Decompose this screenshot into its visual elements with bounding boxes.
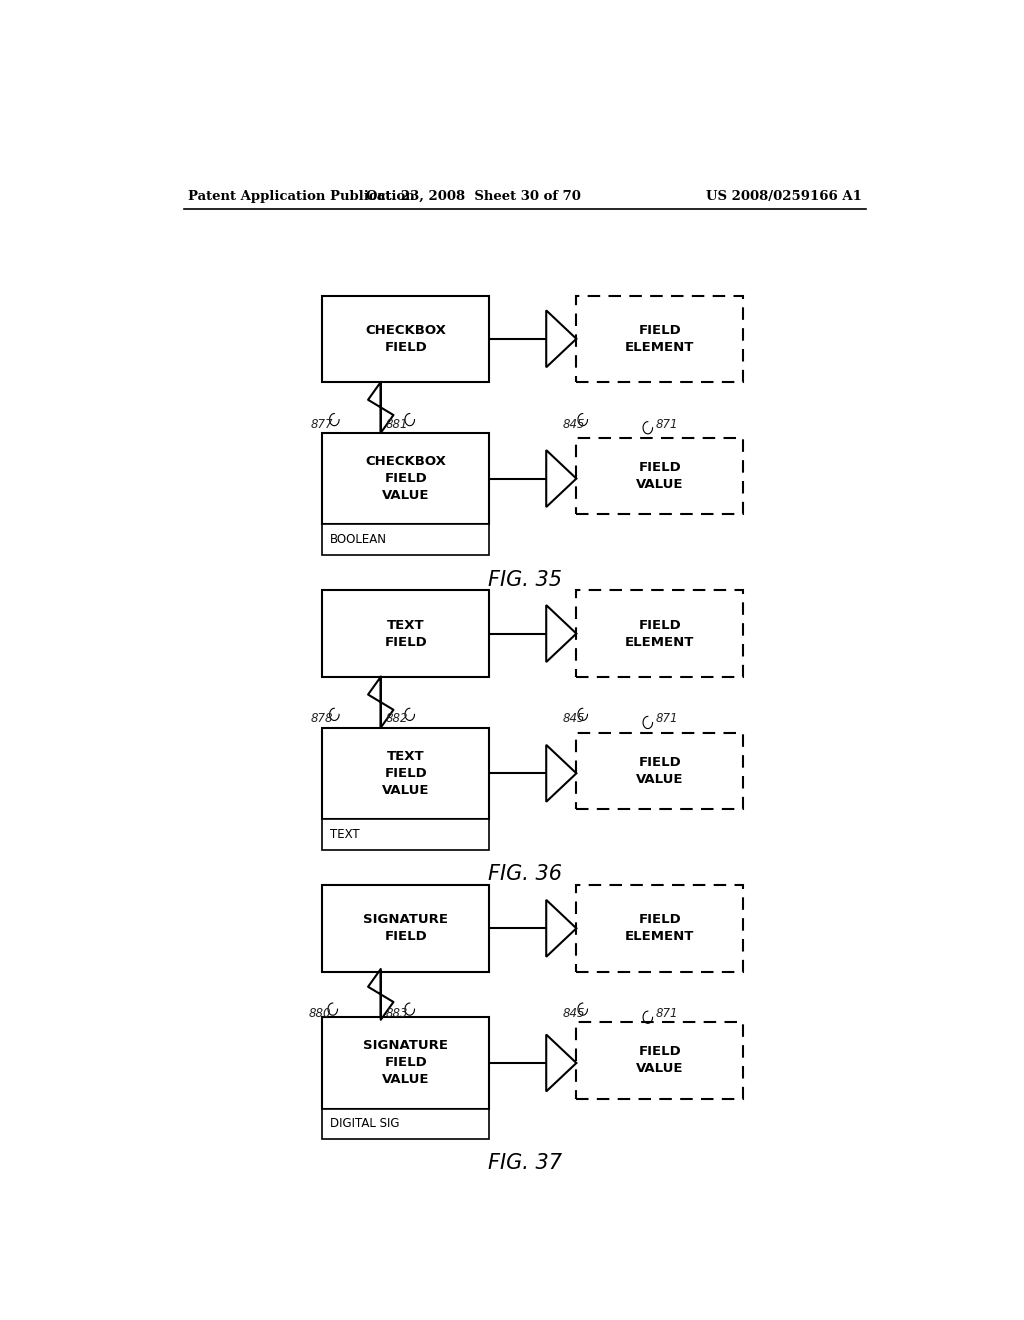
Text: FIELD
ELEMENT: FIELD ELEMENT [625, 323, 694, 354]
Text: FIELD
ELEMENT: FIELD ELEMENT [625, 913, 694, 944]
Bar [577, 733, 743, 809]
Text: CHECKBOX
FIELD
VALUE: CHECKBOX FIELD VALUE [366, 455, 446, 502]
Text: FIELD
ELEMENT: FIELD ELEMENT [625, 619, 694, 648]
Text: CHECKBOX
FIELD: CHECKBOX FIELD [366, 323, 446, 354]
Text: 845: 845 [563, 1007, 586, 1020]
Text: FIELD
VALUE: FIELD VALUE [636, 461, 683, 491]
Text: FIELD
VALUE: FIELD VALUE [636, 1045, 683, 1076]
Text: 880: 880 [309, 1007, 332, 1020]
Text: FIG. 35: FIG. 35 [487, 570, 562, 590]
Bar [577, 590, 743, 677]
Text: FIG. 37: FIG. 37 [487, 1152, 562, 1172]
Text: 845: 845 [563, 417, 586, 430]
Text: 882: 882 [386, 713, 409, 725]
Text: 871: 871 [655, 417, 678, 430]
Text: FIELD
VALUE: FIELD VALUE [636, 756, 683, 785]
Text: 845: 845 [563, 713, 586, 725]
Text: SIGNATURE
FIELD: SIGNATURE FIELD [364, 913, 449, 944]
Text: TEXT: TEXT [331, 828, 360, 841]
Bar [577, 296, 743, 381]
Text: 883: 883 [386, 1007, 409, 1020]
Text: US 2008/0259166 A1: US 2008/0259166 A1 [707, 190, 862, 202]
Text: 877: 877 [310, 417, 333, 430]
Bar [323, 886, 489, 972]
Text: 881: 881 [386, 417, 409, 430]
Bar [323, 818, 489, 850]
Text: Patent Application Publication: Patent Application Publication [187, 190, 415, 202]
Bar [323, 727, 489, 818]
Bar [323, 1018, 489, 1109]
Text: TEXT
FIELD
VALUE: TEXT FIELD VALUE [382, 750, 429, 797]
Text: FIG. 36: FIG. 36 [487, 865, 562, 884]
Text: TEXT
FIELD: TEXT FIELD [384, 619, 427, 648]
Text: Oct. 23, 2008  Sheet 30 of 70: Oct. 23, 2008 Sheet 30 of 70 [366, 190, 581, 202]
Text: 878: 878 [310, 713, 333, 725]
Text: SIGNATURE
FIELD
VALUE: SIGNATURE FIELD VALUE [364, 1039, 449, 1086]
Bar [323, 433, 489, 524]
Bar [577, 1022, 743, 1098]
Bar [323, 1109, 489, 1139]
Text: 871: 871 [655, 713, 678, 725]
Bar [323, 590, 489, 677]
Text: 871: 871 [655, 1007, 678, 1020]
Text: DIGITAL SIG: DIGITAL SIG [331, 1118, 399, 1130]
Bar [323, 524, 489, 554]
Bar [577, 438, 743, 515]
Bar [323, 296, 489, 381]
Bar [577, 886, 743, 972]
Text: BOOLEAN: BOOLEAN [331, 533, 387, 546]
